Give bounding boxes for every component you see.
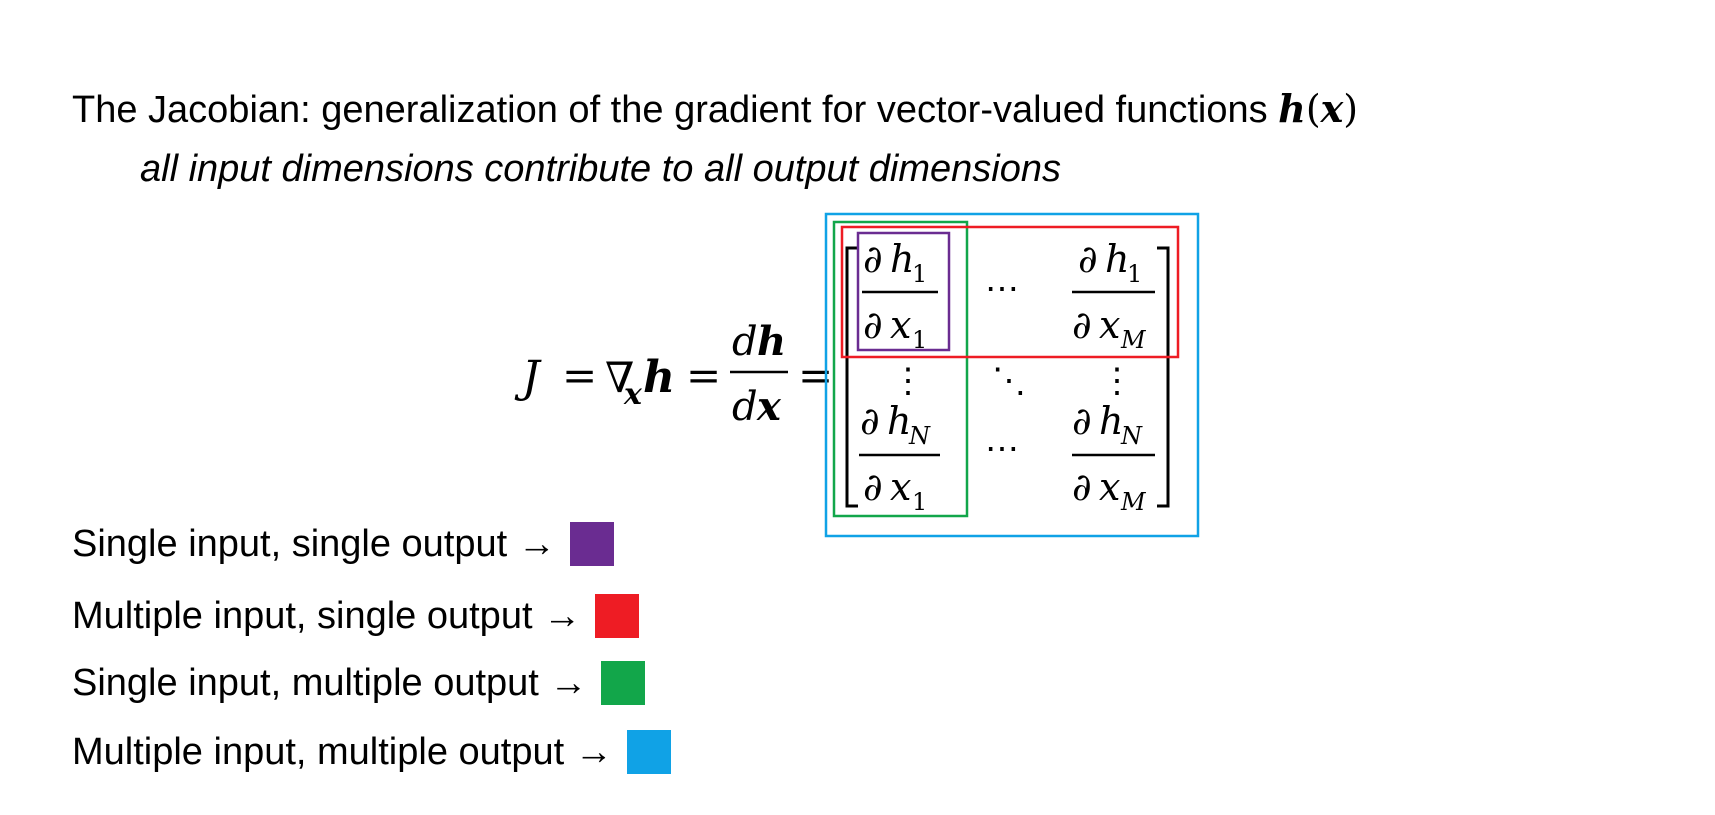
eq-num-d: d: [732, 319, 758, 365]
matrix-entry-11: ∂ h 1 ∂ x 1: [862, 237, 938, 354]
eq-num-h: h: [757, 318, 786, 365]
legend-label: Single input, single output →: [72, 522, 556, 565]
eq-den-x: x: [756, 383, 782, 430]
svg-text:∂: ∂: [863, 303, 883, 347]
matrix-entry-NM: ∂ h N ∂ x M: [1072, 399, 1155, 516]
matrix-left-bracket: [845, 246, 858, 508]
matrix-hdots-bottom: ⋯: [985, 429, 1019, 469]
svg-text:N: N: [1120, 422, 1143, 450]
eq-h: h: [643, 352, 675, 403]
eq-equals-2: =: [686, 351, 721, 400]
title-func-h: h: [1278, 86, 1306, 131]
eq-den-d: d: [732, 384, 758, 430]
svg-text:x: x: [890, 303, 911, 347]
highlight-box-row: [840, 225, 1180, 359]
svg-text:x: x: [1099, 465, 1120, 509]
svg-text:h: h: [1105, 237, 1129, 281]
svg-text:M: M: [1120, 488, 1147, 516]
legend-label: Multiple input, multiple output →: [72, 730, 613, 773]
title-close-paren: ): [1343, 87, 1359, 131]
legend-item-multiple-single: Multiple input, single output →: [72, 594, 640, 638]
svg-text:x: x: [1099, 303, 1120, 347]
svg-text:h: h: [887, 399, 911, 443]
legend-swatch-blue: [626, 730, 671, 774]
svg-text:1: 1: [912, 260, 927, 288]
svg-text:∂: ∂: [1078, 237, 1098, 281]
legend-swatch-red: [595, 594, 640, 638]
legend-swatch-purple: [569, 522, 614, 566]
svg-text:∂: ∂: [863, 237, 883, 281]
eq-equals-1: =: [562, 351, 597, 400]
eq-nabla-sub-x: x: [623, 377, 643, 412]
svg-text:h: h: [1099, 399, 1123, 443]
svg-text:1: 1: [1127, 260, 1142, 288]
slide-title: The Jacobian: generalization of the grad…: [72, 86, 1358, 132]
eq-J: J: [514, 352, 542, 403]
highlight-box-entry: [856, 231, 951, 352]
svg-text:h: h: [890, 237, 914, 281]
matrix-vdots-left: ⋮: [891, 361, 925, 401]
svg-text:∂: ∂: [860, 399, 880, 443]
svg-text:x: x: [890, 465, 911, 509]
matrix-hdots-top: ⋯: [985, 269, 1019, 309]
legend-label: Single input, multiple output →: [72, 661, 588, 704]
legend-swatch-green: [601, 661, 646, 705]
slide-subtitle: all input dimensions contribute to all o…: [140, 148, 1061, 190]
legend-label: Multiple input, single output →: [72, 594, 582, 637]
legend-item-multiple-multiple: Multiple input, multiple output →: [72, 730, 671, 774]
legend-item-single-multiple: Single input, multiple output →: [72, 661, 646, 705]
svg-text:∂: ∂: [1072, 399, 1092, 443]
svg-text:∂: ∂: [863, 465, 883, 509]
matrix-entry-N1: ∂ h N ∂ x 1: [859, 399, 940, 516]
eq-equals-3: =: [798, 351, 833, 400]
svg-text:∂: ∂: [1072, 465, 1092, 509]
title-open-paren: (: [1305, 87, 1321, 131]
matrix-vdots-right: ⋮: [1100, 361, 1134, 401]
matrix-ddots: ⋱: [992, 361, 1026, 401]
highlight-box-all: [824, 212, 1200, 538]
highlight-box-column: [832, 220, 969, 518]
eq-nabla: ∇: [605, 353, 634, 402]
matrix-right-bracket: [1157, 246, 1170, 508]
matrix-entry-1M: ∂ h 1 ∂ x M: [1072, 237, 1155, 354]
title-text: The Jacobian: generalization of the grad…: [72, 89, 1279, 131]
svg-text:1: 1: [912, 488, 927, 516]
svg-text:N: N: [908, 422, 931, 450]
legend-item-single-single: Single input, single output →: [72, 522, 614, 566]
svg-text:1: 1: [912, 326, 927, 354]
svg-text:∂: ∂: [1072, 303, 1092, 347]
svg-text:M: M: [1120, 326, 1147, 354]
title-arg-x: x: [1320, 86, 1344, 131]
